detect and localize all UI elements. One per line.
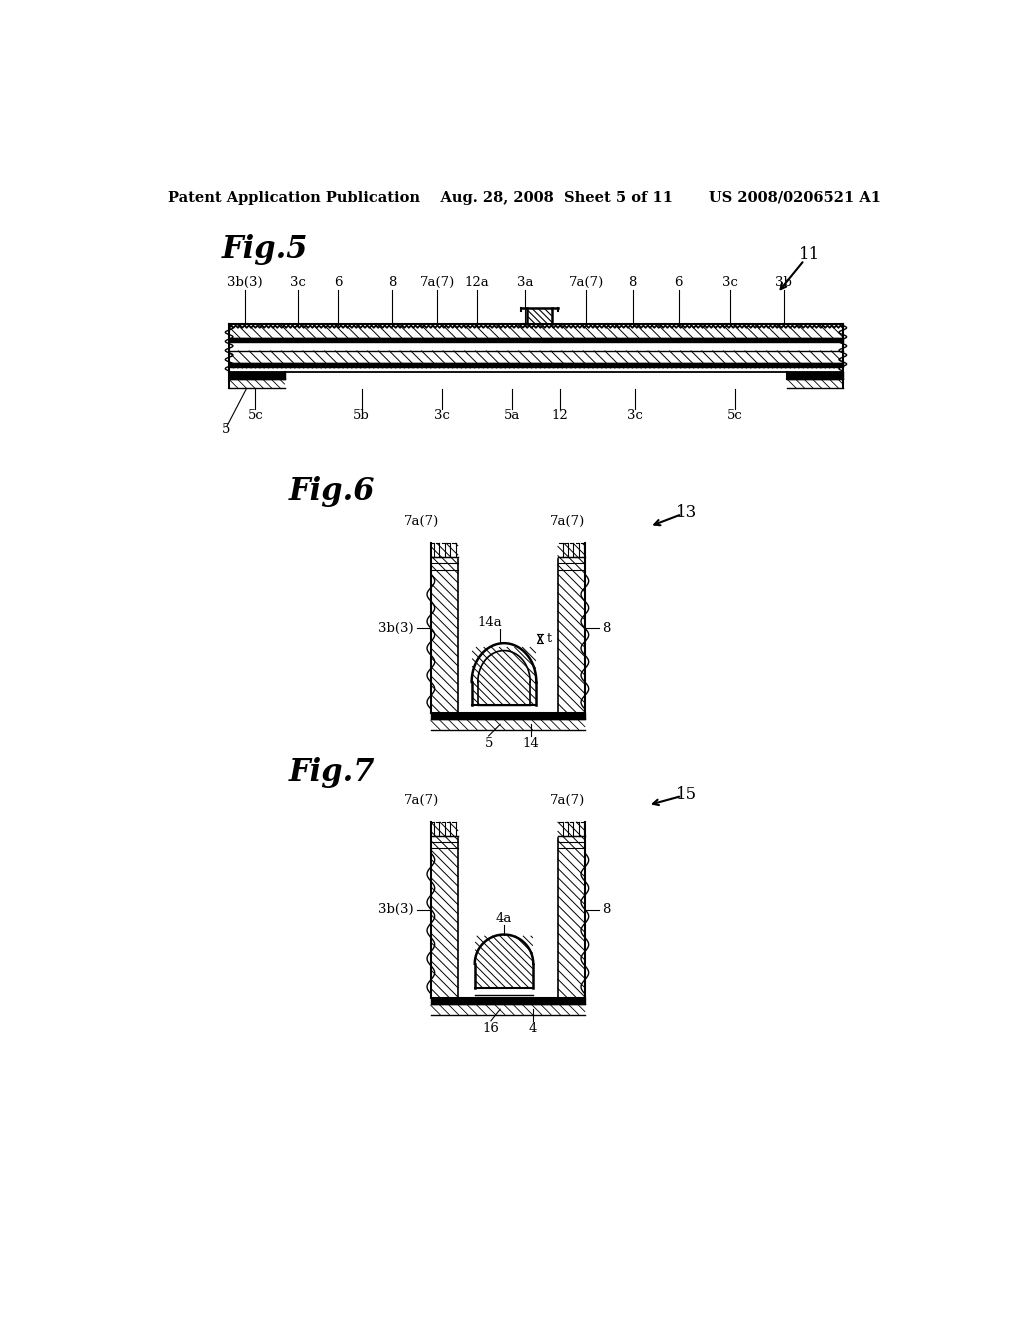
Text: 7a(7): 7a(7) xyxy=(550,515,586,528)
Text: 3c: 3c xyxy=(627,409,643,422)
Text: Fig.6: Fig.6 xyxy=(289,475,375,507)
Text: 6: 6 xyxy=(675,276,683,289)
Text: 3b(3): 3b(3) xyxy=(226,276,262,289)
Text: 6: 6 xyxy=(334,276,343,289)
Text: 14a: 14a xyxy=(478,616,503,630)
Text: 12a: 12a xyxy=(465,276,489,289)
Text: 8: 8 xyxy=(602,903,610,916)
Text: 4a: 4a xyxy=(496,912,512,925)
Text: 7a(7): 7a(7) xyxy=(550,793,586,807)
Text: 16: 16 xyxy=(482,1022,500,1035)
Text: Patent Application Publication    Aug. 28, 2008  Sheet 5 of 11       US 2008/020: Patent Application Publication Aug. 28, … xyxy=(168,191,882,206)
Text: 5c: 5c xyxy=(727,409,742,422)
Text: 7a(7): 7a(7) xyxy=(568,276,604,289)
Text: 3a: 3a xyxy=(516,276,534,289)
Text: Fig.7: Fig.7 xyxy=(289,758,375,788)
Text: 5: 5 xyxy=(484,738,493,751)
Text: 7a(7): 7a(7) xyxy=(404,515,439,528)
Text: 3c: 3c xyxy=(434,409,451,422)
Text: Fig.5: Fig.5 xyxy=(221,234,308,265)
Text: 15: 15 xyxy=(676,785,697,803)
Text: 14: 14 xyxy=(522,738,540,751)
Text: 11: 11 xyxy=(799,246,820,263)
Text: 12: 12 xyxy=(552,409,568,422)
Text: 5b: 5b xyxy=(353,409,370,422)
Text: 13: 13 xyxy=(676,504,697,521)
Text: 8: 8 xyxy=(629,276,637,289)
Text: 5c: 5c xyxy=(248,409,263,422)
Text: 3b(3): 3b(3) xyxy=(379,903,414,916)
Text: 5: 5 xyxy=(221,424,229,437)
Text: 3b(3): 3b(3) xyxy=(379,622,414,635)
Text: 3c: 3c xyxy=(291,276,306,289)
Text: 7a(7): 7a(7) xyxy=(420,276,455,289)
Text: 7a(7): 7a(7) xyxy=(404,793,439,807)
Text: 8: 8 xyxy=(388,276,396,289)
Text: 5a: 5a xyxy=(504,409,520,422)
Text: 8: 8 xyxy=(602,622,610,635)
Text: 3b: 3b xyxy=(775,276,792,289)
Text: 4: 4 xyxy=(528,1022,537,1035)
Text: 3c: 3c xyxy=(722,276,737,289)
Text: t: t xyxy=(547,632,551,645)
